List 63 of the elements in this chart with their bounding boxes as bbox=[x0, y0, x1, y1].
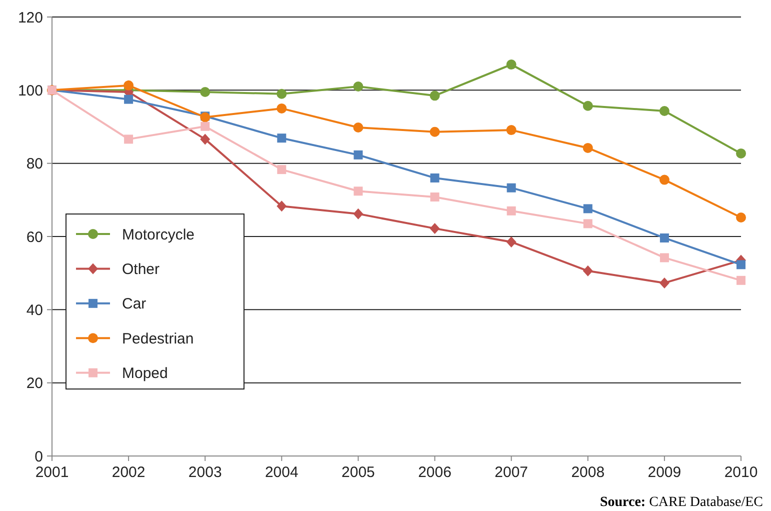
point bbox=[506, 206, 516, 216]
x-tick-label: 2001 bbox=[35, 464, 69, 481]
point bbox=[277, 134, 286, 143]
point bbox=[354, 186, 363, 196]
point bbox=[506, 183, 516, 192]
source-note: Source: CARE Database/EC bbox=[600, 495, 763, 510]
legend-label: Pedestrian bbox=[122, 330, 194, 348]
x-tick-label: 2006 bbox=[418, 464, 452, 481]
point bbox=[660, 253, 669, 262]
y-tick-label: 120 bbox=[18, 9, 43, 26]
point bbox=[582, 142, 593, 153]
point bbox=[430, 173, 440, 182]
point bbox=[582, 100, 593, 111]
point bbox=[582, 265, 593, 276]
point bbox=[200, 134, 210, 145]
point bbox=[276, 103, 287, 114]
x-tick-label: 2010 bbox=[724, 464, 758, 481]
point bbox=[353, 208, 364, 220]
legend-label: Moped bbox=[122, 365, 168, 382]
point bbox=[659, 174, 670, 185]
point bbox=[736, 260, 746, 270]
point bbox=[124, 134, 134, 144]
y-tick-label: 80 bbox=[26, 156, 43, 173]
x-tick-label: 2003 bbox=[188, 464, 222, 481]
point bbox=[276, 200, 287, 212]
point bbox=[506, 236, 516, 248]
point bbox=[200, 122, 210, 131]
x-tick-label: 2005 bbox=[342, 464, 375, 481]
point bbox=[200, 86, 210, 97]
legend-label: Other bbox=[122, 260, 160, 278]
y-tick-label: 60 bbox=[26, 228, 43, 246]
y-tick-label: 100 bbox=[18, 82, 43, 100]
point bbox=[659, 277, 670, 288]
x-tick-label: 2004 bbox=[264, 464, 298, 481]
point bbox=[353, 122, 364, 132]
point bbox=[736, 276, 746, 285]
point bbox=[277, 165, 286, 174]
point bbox=[354, 150, 363, 160]
point bbox=[506, 60, 516, 70]
point bbox=[583, 204, 592, 214]
x-tick-label: 2002 bbox=[112, 464, 146, 481]
point bbox=[430, 90, 440, 101]
point bbox=[124, 80, 134, 90]
point bbox=[124, 94, 134, 104]
point bbox=[583, 219, 592, 228]
point bbox=[430, 222, 440, 234]
legend-label: Car bbox=[122, 296, 146, 313]
y-tick-label: 20 bbox=[26, 375, 43, 392]
y-tick-label: 0 bbox=[34, 448, 43, 466]
x-tick-label: 2009 bbox=[648, 464, 682, 481]
point bbox=[736, 148, 746, 158]
y-tick-label: 40 bbox=[26, 302, 43, 319]
legend-label: Motorcycle bbox=[122, 226, 195, 244]
x-tick-label: 2007 bbox=[494, 464, 528, 481]
point bbox=[430, 126, 440, 137]
point bbox=[276, 88, 287, 99]
point bbox=[353, 82, 364, 92]
point bbox=[660, 233, 669, 242]
point bbox=[430, 192, 440, 202]
point bbox=[659, 106, 670, 116]
x-tick-label: 2008 bbox=[571, 464, 605, 481]
point bbox=[506, 125, 516, 136]
point bbox=[736, 212, 746, 222]
